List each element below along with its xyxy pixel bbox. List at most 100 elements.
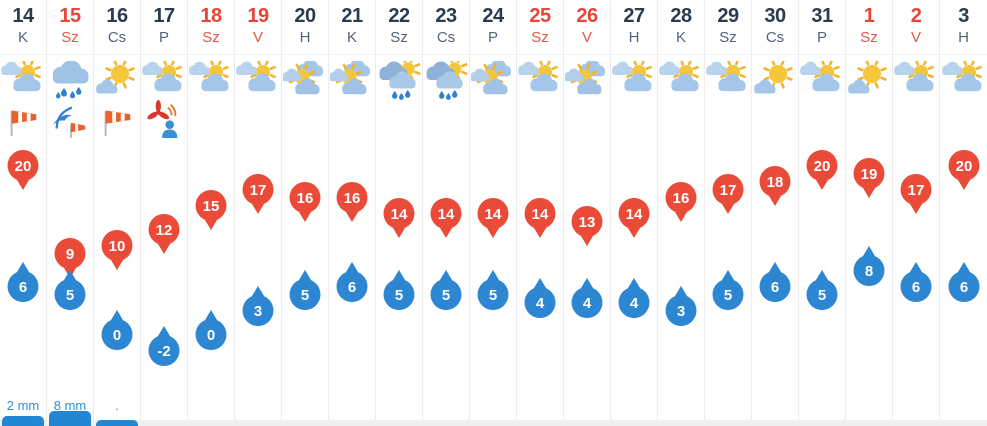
windsock-icon [4, 99, 42, 144]
day-column[interactable]: 24 P 14 5 [470, 0, 517, 426]
svg-text:6: 6 [19, 279, 27, 296]
day-column[interactable]: 17 P 12 -2 [141, 0, 188, 426]
svg-text:5: 5 [395, 287, 403, 304]
day-number: 31 [811, 5, 833, 27]
low-temp-marker: 6 [947, 262, 981, 302]
day-number: 1 [863, 5, 875, 27]
high-temp-marker: 20 [947, 150, 981, 190]
day-number: 19 [247, 5, 269, 27]
day-abbreviation: V [252, 29, 263, 46]
svg-text:9: 9 [66, 246, 74, 263]
sun-clouds-icon [518, 59, 562, 106]
day-column[interactable]: 25 Sz 14 4 [517, 0, 564, 426]
day-number: 18 [200, 5, 222, 27]
low-temp-marker: 3 [664, 286, 698, 326]
low-temp-marker: 4 [617, 278, 651, 318]
day-number: 3 [958, 5, 969, 27]
svg-text:10: 10 [109, 238, 126, 255]
day-number: 15 [59, 5, 81, 27]
clouds-sun-icon [564, 59, 609, 106]
svg-text:5: 5 [442, 287, 450, 304]
svg-text:12: 12 [156, 222, 173, 239]
sun-clouds-icon [941, 59, 986, 106]
day-column[interactable]: 29 Sz 17 5 [705, 0, 752, 426]
svg-text:0: 0 [207, 327, 215, 344]
sun-clouds-icon [659, 59, 703, 106]
svg-text:16: 16 [344, 190, 361, 207]
svg-text:20: 20 [814, 158, 831, 175]
day-column[interactable]: 23 Cs 14 5 [423, 0, 470, 426]
low-temp-marker: 4 [523, 278, 557, 318]
day-abbreviation: V [910, 29, 921, 46]
low-temp-marker: 4 [570, 278, 604, 318]
clouds-sun-icon [282, 59, 327, 106]
svg-text:14: 14 [532, 206, 549, 223]
day-column[interactable]: 20 H 16 5 [282, 0, 329, 426]
low-temp-marker: 6 [899, 262, 933, 302]
svg-text:14: 14 [391, 206, 408, 223]
day-number: 25 [529, 5, 551, 27]
high-temp-marker: 20 [6, 150, 40, 190]
day-abbreviation: K [675, 29, 686, 46]
precipitation-label: 8 mm [53, 398, 87, 413]
day-abbreviation: V [581, 29, 592, 46]
day-column[interactable]: 21 K 16 6 [329, 0, 376, 426]
umbrella-windsock-icon [51, 99, 89, 144]
day-abbreviation: Sz [202, 29, 220, 46]
sun-clouds-icon [142, 59, 186, 106]
day-abbreviation: Cs [107, 29, 127, 46]
day-column[interactable]: 16 Cs 10 0. [94, 0, 141, 426]
low-temp-marker: 8 [852, 246, 886, 286]
sun-rain-icon [424, 56, 468, 106]
day-column[interactable]: 31 P 20 5 [799, 0, 846, 426]
day-abbreviation: K [17, 29, 28, 46]
day-column[interactable]: 2 V 17 6 [893, 0, 940, 426]
day-column[interactable]: 28 K 16 3 [658, 0, 705, 426]
day-column[interactable]: 14 K 20 6 2 mm [0, 0, 47, 426]
day-column[interactable]: 18 Sz 15 0 [188, 0, 235, 426]
day-column[interactable]: 3 H 20 6 [940, 0, 987, 426]
svg-text:14: 14 [438, 206, 455, 223]
windsock-icon [98, 99, 136, 144]
day-number: 29 [717, 5, 739, 27]
svg-text:6: 6 [959, 279, 967, 296]
high-temp-marker: 17 [899, 174, 933, 214]
svg-text:4: 4 [630, 295, 639, 312]
sun-clouds-icon [1, 59, 45, 106]
day-abbreviation: Sz [390, 29, 408, 46]
svg-text:15: 15 [203, 198, 220, 215]
low-temp-marker: 5 [288, 270, 322, 310]
low-temp-marker: 5 [805, 270, 839, 310]
day-column[interactable]: 15 Sz 9 5 8 mm [47, 0, 94, 426]
low-temp-marker: 5 [382, 270, 416, 310]
day-column[interactable]: 30 Cs 18 6 [752, 0, 799, 426]
day-column[interactable]: 19 V 17 3 [235, 0, 282, 426]
svg-text:5: 5 [301, 287, 309, 304]
svg-text:5: 5 [818, 287, 826, 304]
day-column[interactable]: 1 Sz 19 8 [846, 0, 893, 426]
high-temp-marker: 14 [429, 198, 463, 238]
day-number: 14 [12, 5, 34, 27]
sunny-cloud-icon [95, 59, 139, 106]
high-temp-marker: 14 [382, 198, 416, 238]
svg-text:3: 3 [677, 303, 685, 320]
high-temp-marker: 20 [805, 150, 839, 190]
day-abbreviation: H [299, 29, 311, 46]
day-column[interactable]: 26 V 13 4 [564, 0, 611, 426]
svg-text:16: 16 [297, 190, 314, 207]
day-abbreviation: H [628, 29, 640, 46]
svg-text:17: 17 [908, 182, 925, 199]
wind-turbine-person-icon [145, 99, 183, 144]
svg-text:4: 4 [536, 295, 545, 312]
svg-text:13: 13 [579, 214, 596, 231]
day-column[interactable]: 22 Sz 14 5 [376, 0, 423, 426]
high-temp-marker: 18 [758, 166, 792, 206]
day-column[interactable]: 27 H 14 4 [611, 0, 658, 426]
day-abbreviation: Sz [719, 29, 737, 46]
day-abbreviation: H [958, 29, 969, 46]
high-temp-marker: 14 [523, 198, 557, 238]
high-temp-marker: 13 [570, 206, 604, 246]
svg-text:20: 20 [955, 158, 972, 175]
